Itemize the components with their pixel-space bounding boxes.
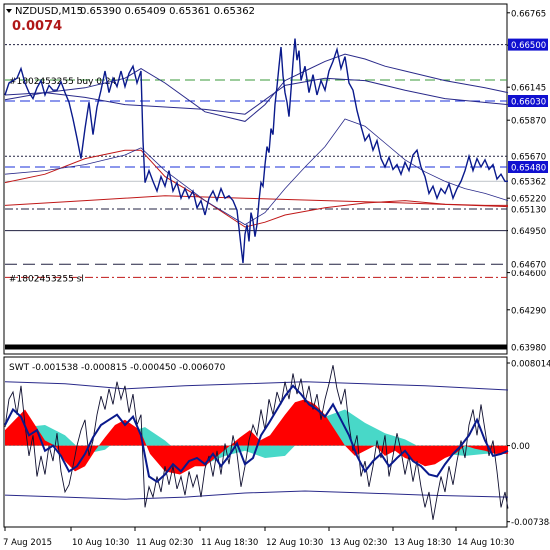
trade-line-label-0: #1802453255 buy 0.24 (9, 77, 117, 87)
time-tick-label-0: 7 Aug 2015 (3, 538, 52, 548)
chart-ohlc-label: 0.65390 0.65409 0.65361 0.65362 (80, 6, 255, 17)
collapse-triangle-icon[interactable] (6, 9, 12, 13)
time-tick-label-7: 14 Aug 10:30 (457, 538, 514, 548)
spread-value: 0.0074 (12, 19, 62, 34)
time-tick-label-1: 10 Aug 10:30 (72, 538, 129, 548)
level-badge-1 (508, 95, 548, 107)
swt-band-lower (4, 490, 509, 500)
level-label-6: 0.64950 (511, 227, 546, 237)
level-label-bg-6 (508, 224, 548, 237)
trade-line-label-1: #1802453255 sl (9, 274, 84, 284)
main-chart-frame (3, 3, 508, 355)
time-tick-label-2: 11 Aug 02:30 (136, 538, 193, 548)
level-badge-3 (508, 161, 548, 173)
price-tick-label-3: 0.65870 (511, 117, 546, 127)
price-line (4, 38, 509, 264)
swt-signal-line (4, 384, 509, 483)
level-label-bg-2 (508, 150, 548, 163)
time-tick-label-6: 13 Aug 18:30 (394, 538, 451, 548)
time-tick-label-4: 12 Aug 10:30 (266, 538, 323, 548)
price-tick-label-6: 0.64600 (511, 269, 546, 279)
price-plot: #1802453255 buy 0.24 #1802453255 sl (4, 38, 509, 350)
price-tick-label-7: 0.64290 (511, 306, 546, 316)
level-badge-label-3: 0.65480 (511, 164, 546, 174)
swt-band-upper (4, 381, 509, 391)
time-tick-label-3: 11 Aug 18:30 (201, 538, 258, 548)
level-label-4: 0.65362 (511, 178, 546, 188)
price-tick-label-4: 0.65220 (511, 195, 546, 205)
time-tick-label-5: 13 Aug 02:30 (330, 538, 387, 548)
ma-red-fast (4, 149, 508, 228)
swt-raw-line (4, 365, 509, 520)
chart-symbol-label: NZDUSD,M15 (15, 6, 83, 17)
swt-tick-label-1: 0.00 (511, 442, 530, 452)
time-axis: 7 Aug 2015 10 Aug 10:30 11 Aug 02:30 11 Aug… (3, 527, 514, 548)
price-tick-label-2: 0.66145 (511, 84, 546, 94)
swt-tick-label-2: -0.007384 (511, 518, 550, 528)
swt-teal-histogram (5, 409, 508, 465)
level-badge-label-0: 0.66500 (511, 41, 546, 51)
level-badge-0 (508, 38, 548, 51)
swt-plot (4, 365, 509, 520)
price-axis: 0.667650.664950.661450.658700.652200.649… (507, 9, 548, 354)
ma-blue-slow (4, 77, 509, 115)
ma-blue-fast (4, 53, 509, 122)
swt-axis: 0.008014 0.00 -0.007384 (507, 360, 550, 528)
level-badge-label-1: 0.66030 (511, 98, 546, 108)
ma-red-slow (4, 195, 509, 208)
level-label-bg-7 (508, 258, 548, 271)
swt-indicator-label: SWT -0.001538 -0.000815 -0.000450 -0.006… (9, 363, 226, 373)
swt-red-histogram (5, 399, 508, 475)
level-label-bg-5 (508, 203, 548, 215)
level-label-8: 0.63980 (511, 344, 546, 354)
level-label-5: 0.65130 (511, 206, 546, 216)
swt-tick-label-0: 0.008014 (511, 360, 550, 370)
level-label-7: 0.64670 (511, 261, 546, 271)
level-label-2: 0.65670 (511, 153, 546, 163)
level-label-bg-4 (508, 175, 548, 188)
ma-blue-thin (4, 118, 509, 226)
level-label-bg-8 (508, 341, 548, 353)
price-tick-label-0: 0.66765 (511, 9, 546, 19)
